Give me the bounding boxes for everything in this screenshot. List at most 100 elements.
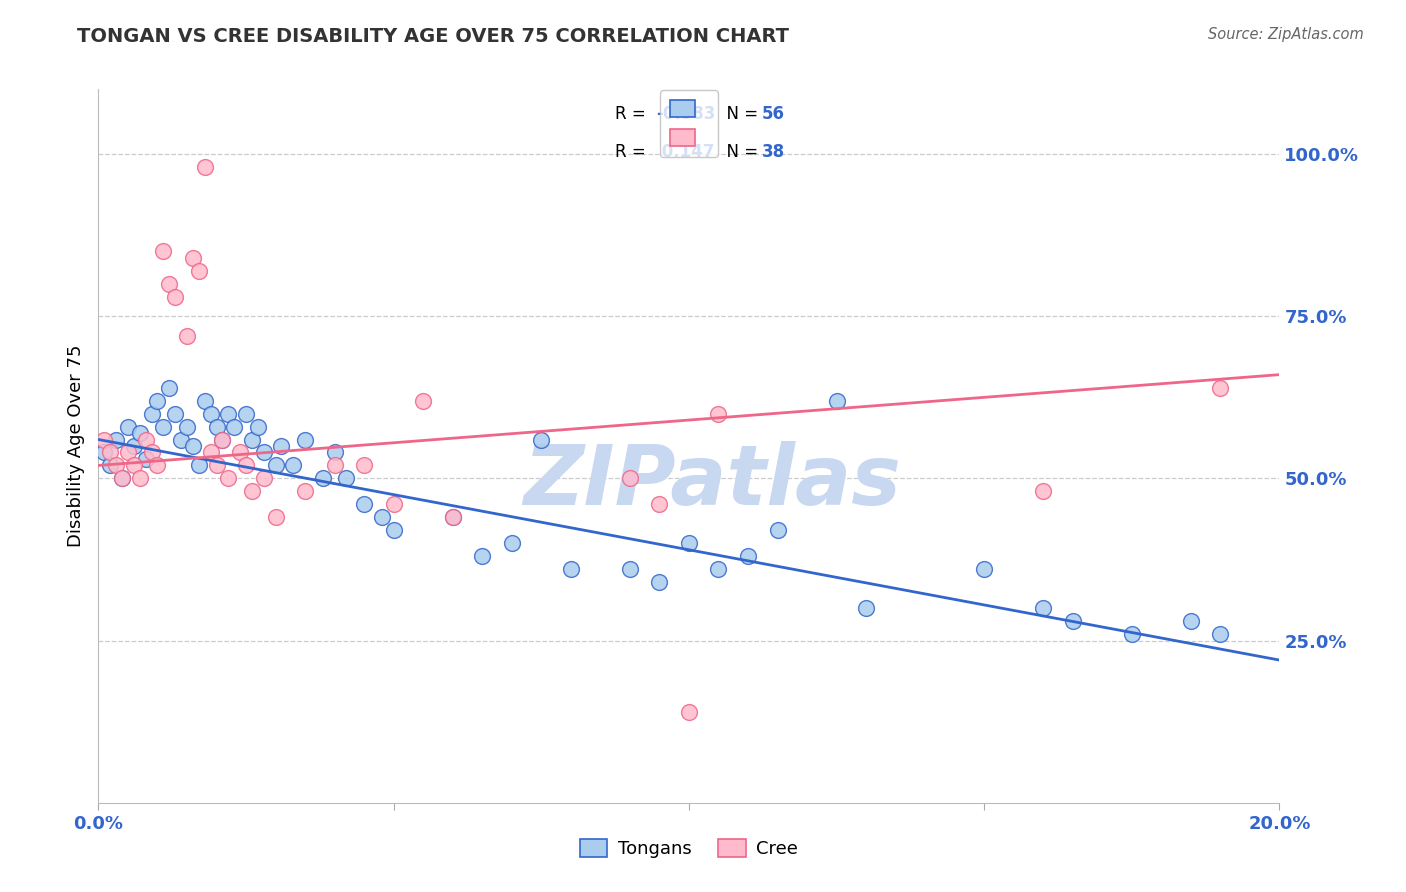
Point [117,419,139,434]
Point [707,407,730,421]
Point [382,524,405,538]
Point [217,407,239,421]
Point [135,452,157,467]
Point [1032,484,1054,499]
Point [128,471,150,485]
Point [1209,381,1232,395]
Point [194,160,217,174]
Point [122,439,145,453]
Point [235,458,257,473]
Point [825,393,848,408]
Point [111,471,134,485]
Point [105,458,128,473]
Point [619,471,641,485]
Point [229,445,252,459]
Point [98,458,121,473]
Text: N =: N = [716,105,763,123]
Point [176,419,198,434]
Point [157,381,180,395]
Point [270,439,292,453]
Point [170,433,193,447]
Point [165,407,187,421]
Point [93,445,115,459]
Point [240,433,263,447]
Point [200,407,222,421]
Point [98,445,121,459]
Point [205,419,228,434]
Point [353,458,375,473]
Point [737,549,759,564]
Point [146,393,169,408]
Point [323,445,346,459]
Point [678,705,700,719]
Point [371,510,394,524]
Point [240,484,263,499]
Point [200,445,222,459]
Point [157,277,180,291]
Point [246,419,269,434]
Point [648,497,671,511]
Text: TONGAN VS CREE DISABILITY AGE OVER 75 CORRELATION CHART: TONGAN VS CREE DISABILITY AGE OVER 75 CO… [77,27,789,45]
Point [707,562,730,576]
Point [264,458,287,473]
Point [412,393,434,408]
Point [1121,627,1143,641]
Point [294,433,316,447]
Point [766,524,789,538]
Text: ZIPatlas: ZIPatlas [523,442,901,522]
Text: -0.583: -0.583 [655,105,716,123]
Point [235,407,257,421]
Point [146,458,169,473]
Text: 56: 56 [762,105,785,123]
Point [205,458,228,473]
Point [678,536,700,550]
Text: Source: ZipAtlas.com: Source: ZipAtlas.com [1208,27,1364,42]
Text: R =: R = [614,143,651,161]
Point [382,497,405,511]
Point [1032,601,1054,615]
Point [128,425,150,440]
Y-axis label: Disability Age Over 75: Disability Age Over 75 [66,344,84,548]
Point [187,458,209,473]
Point [1180,614,1202,628]
Point [217,471,239,485]
Point [111,471,134,485]
Point [471,549,494,564]
Point [1209,627,1232,641]
Point [194,393,217,408]
Point [93,433,115,447]
Legend: Tongans, Cree: Tongans, Cree [572,831,806,865]
Point [181,439,204,453]
Point [117,445,139,459]
Point [253,445,276,459]
Point [294,484,316,499]
Point [224,419,246,434]
Point [152,419,174,434]
Point [105,433,128,447]
Point [501,536,523,550]
Point [187,264,209,278]
Point [560,562,582,576]
Point [441,510,464,524]
Text: N =: N = [716,143,763,161]
Point [312,471,335,485]
Point [283,458,305,473]
Text: R =: R = [614,105,651,123]
Point [152,244,174,259]
Point [530,433,553,447]
Point [176,328,198,343]
Point [353,497,375,511]
Point [135,433,157,447]
Point [165,290,187,304]
Point [264,510,287,524]
Point [335,471,357,485]
Point [1062,614,1084,628]
Point [211,433,233,447]
Point [973,562,995,576]
Point [181,251,204,265]
Point [855,601,877,615]
Point [141,407,163,421]
Point [141,445,163,459]
Point [441,510,464,524]
Point [619,562,641,576]
